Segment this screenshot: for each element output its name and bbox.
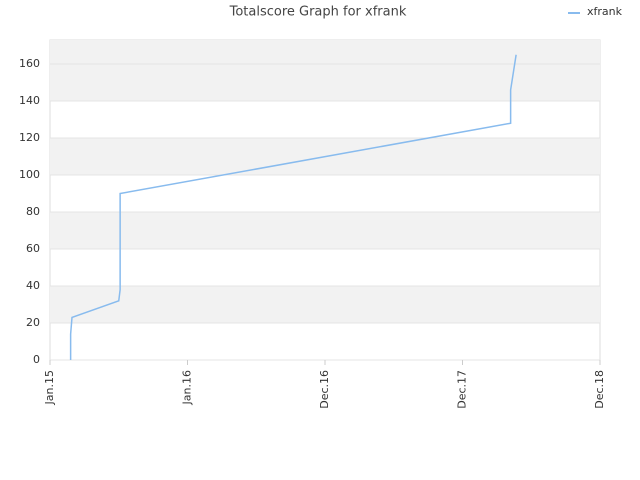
y-tick-label: 160 [19,57,40,70]
y-tick-label: 20 [26,316,40,329]
x-tick-label: Dec.17 [456,370,469,409]
line [69,54,517,360]
x-tick-label: Dec.16 [318,370,331,409]
y-tick-label: 140 [19,94,40,107]
grid-band [50,286,600,324]
legend-label: xfrank [587,5,623,18]
y-tick-label: 100 [19,168,40,181]
y-tick-label: 60 [26,242,40,255]
grid-band [50,64,600,102]
x-tick-label: Jan.16 [181,370,194,405]
grid-band [50,40,600,65]
grid-band [50,212,600,250]
x-tick-label: Dec.18 [593,370,606,409]
y-tick-label: 120 [19,131,40,144]
x-tick-label: Jan.15 [43,370,56,405]
y-tick-label: 80 [26,205,40,218]
y-tick-label: 40 [26,279,40,292]
chart-title: Totalscore Graph for xfrank [229,5,407,20]
y-tick-label: 0 [33,353,40,366]
